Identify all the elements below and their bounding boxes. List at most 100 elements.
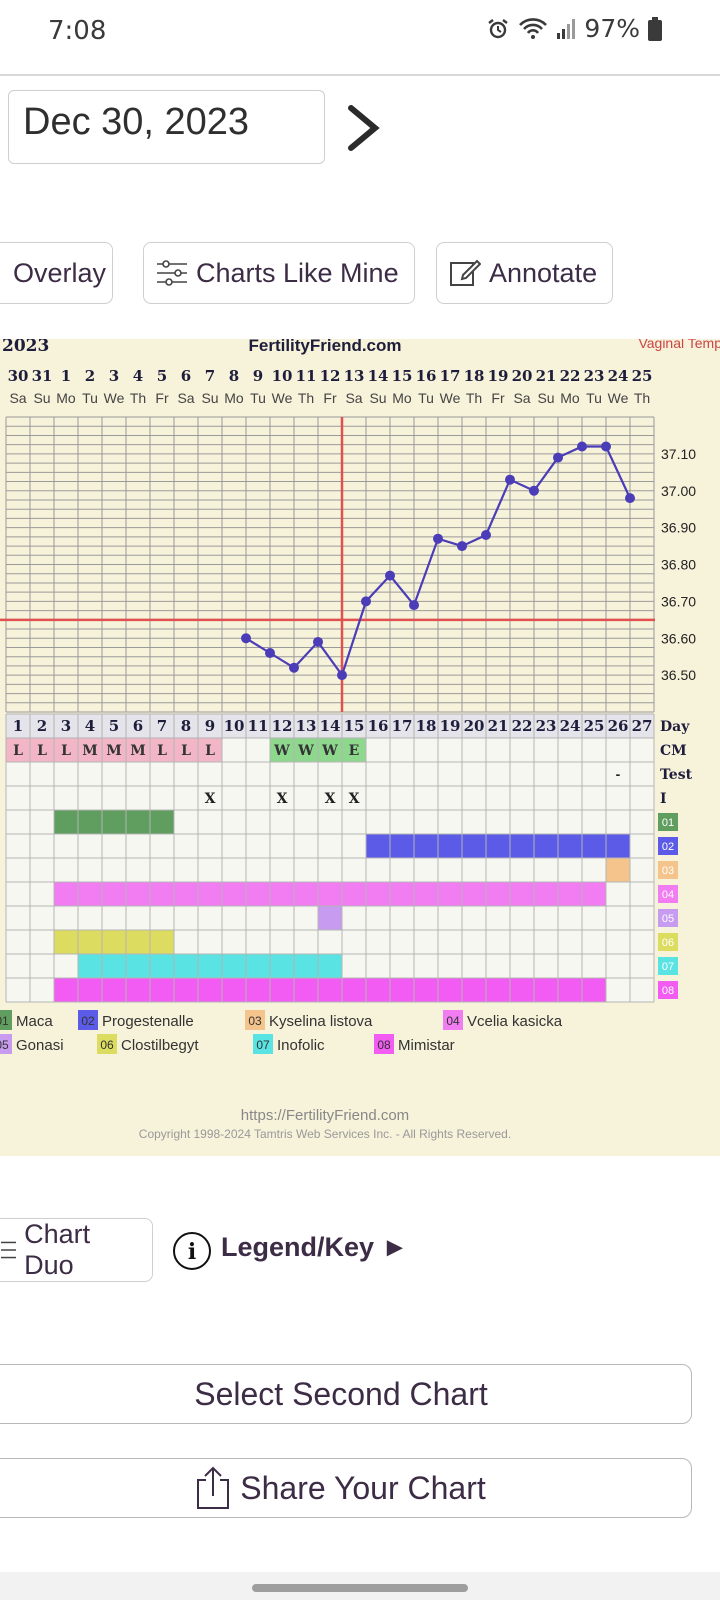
cm-cell [126, 738, 150, 762]
intercourse-mark: X [349, 791, 360, 807]
select-second-chart-label: Select Second Chart [194, 1375, 488, 1412]
cycle-day-label: 25 [584, 717, 605, 735]
weekday-label: Su [33, 390, 50, 406]
temperature-point [553, 452, 563, 463]
weekday-label: Tu [586, 390, 602, 406]
status-bar: 7:08 97% [0, 0, 720, 62]
date-field[interactable]: Dec 30, 2023 [8, 90, 325, 164]
supplement-bar [54, 882, 606, 906]
weekday-label: Tu [82, 390, 98, 406]
weekday-label: Su [369, 390, 386, 406]
row-label: Test [660, 767, 693, 783]
edit-icon [450, 259, 481, 286]
cycle-day-label: 12 [272, 717, 293, 735]
date-label: 4 [133, 367, 143, 385]
cm-value: W [273, 743, 290, 759]
legend-swatch [443, 1010, 463, 1030]
cm-cell [294, 738, 318, 762]
weekday-label: Su [537, 390, 554, 406]
legend-name: Vcelia kasicka [467, 1013, 563, 1030]
weekday-label: Tu [418, 390, 434, 406]
temperature-point [337, 670, 347, 681]
date-label: 22 [560, 367, 581, 385]
legend-code: 08 [377, 1038, 391, 1052]
date-label: 20 [512, 367, 533, 385]
cycle-day-label: 24 [560, 717, 581, 735]
legend-key-link[interactable]: Legend/Key ► [221, 1232, 409, 1262]
row-label: I [660, 791, 667, 807]
supplement-code-box [658, 837, 678, 855]
date-label: 15 [392, 367, 413, 385]
date-label: 25 [632, 367, 653, 385]
chart-duo-button[interactable]: Chart Duo [0, 1218, 153, 1282]
cycle-day-label: 6 [133, 717, 143, 735]
temp-type-label: Vaginal Temp [638, 339, 720, 351]
weekday-label: Sa [9, 390, 26, 406]
supplement-code: 04 [662, 889, 674, 901]
legend-swatch [253, 1034, 273, 1054]
legend-code: 04 [446, 1014, 460, 1028]
share-icon [197, 1466, 230, 1509]
temperature-point [481, 530, 491, 540]
cm-cell [6, 738, 30, 762]
overlay-button[interactable]: Overlay [0, 242, 113, 304]
cm-cell [102, 738, 126, 762]
cycle-day-label: 4 [85, 717, 95, 735]
date-label: 5 [157, 367, 167, 385]
weekday-label: Fr [323, 390, 337, 406]
cm-value: L [13, 743, 23, 759]
weekday-label: Mo [224, 390, 244, 406]
cm-value: L [61, 743, 71, 759]
cycle-day-label: 5 [109, 717, 119, 735]
legend-name: Maca [16, 1013, 53, 1030]
cm-cell [318, 738, 342, 762]
supplement-bar [54, 978, 606, 1002]
fertility-chart: 2023 FertilityFriend.com Vaginal Temp 30 31 1… [0, 339, 720, 1156]
row-label: Day [660, 719, 690, 735]
date-label: 14 [368, 367, 389, 385]
y-tick-label: 36.60 [661, 630, 696, 646]
cm-cell [198, 738, 222, 762]
select-second-chart-button[interactable]: Select Second Chart [0, 1364, 692, 1424]
legend-swatch [0, 1034, 12, 1054]
y-tick-label: 36.80 [661, 557, 696, 573]
weekday-label: Mo [392, 390, 412, 406]
annotate-button[interactable]: Annotate [436, 242, 613, 304]
cycle-day-label: 17 [392, 717, 413, 735]
date-label: 9 [253, 367, 263, 385]
cycle-day-label: 19 [440, 717, 461, 735]
cm-cell [54, 738, 78, 762]
cycle-day-label: 15 [344, 717, 365, 735]
cycle-day-label: 9 [205, 717, 215, 735]
cm-cell [174, 738, 198, 762]
cycle-day-label: 8 [181, 717, 191, 735]
cycle-day-label: 11 [248, 717, 269, 735]
temperature-point [577, 441, 587, 452]
supplement-bar [54, 810, 174, 834]
sliders-icon [1, 1241, 17, 1259]
date-label: 3 [109, 367, 119, 385]
status-icons: 97% [486, 14, 662, 43]
charts-like-mine-button[interactable]: Charts Like Mine [143, 242, 415, 304]
footer-url: https://FertilityFriend.com [241, 1107, 409, 1124]
cm-cell [30, 738, 54, 762]
cycle-day-label: 18 [416, 717, 437, 735]
cycle-day-label: 27 [632, 717, 653, 735]
date-label: 2 [85, 367, 95, 385]
date-label: 24 [608, 367, 629, 385]
weekday-label: Th [466, 390, 482, 406]
home-gesture-handle[interactable] [252, 1584, 468, 1592]
date-label: 17 [440, 367, 461, 385]
supplement-code-box [658, 981, 678, 999]
table-row [6, 786, 654, 810]
temperature-point [529, 485, 539, 496]
cycle-day-label: 7 [157, 717, 167, 735]
date-label: 6 [181, 367, 191, 385]
temperature-point [265, 648, 275, 658]
status-time: 7:08 [48, 16, 107, 46]
y-tick-label: 37.00 [661, 483, 696, 499]
share-chart-button[interactable]: Share Your Chart [0, 1458, 692, 1518]
info-icon[interactable]: i [172, 1231, 212, 1271]
supplement-bar [606, 858, 630, 882]
chevron-right-icon[interactable] [345, 104, 385, 152]
